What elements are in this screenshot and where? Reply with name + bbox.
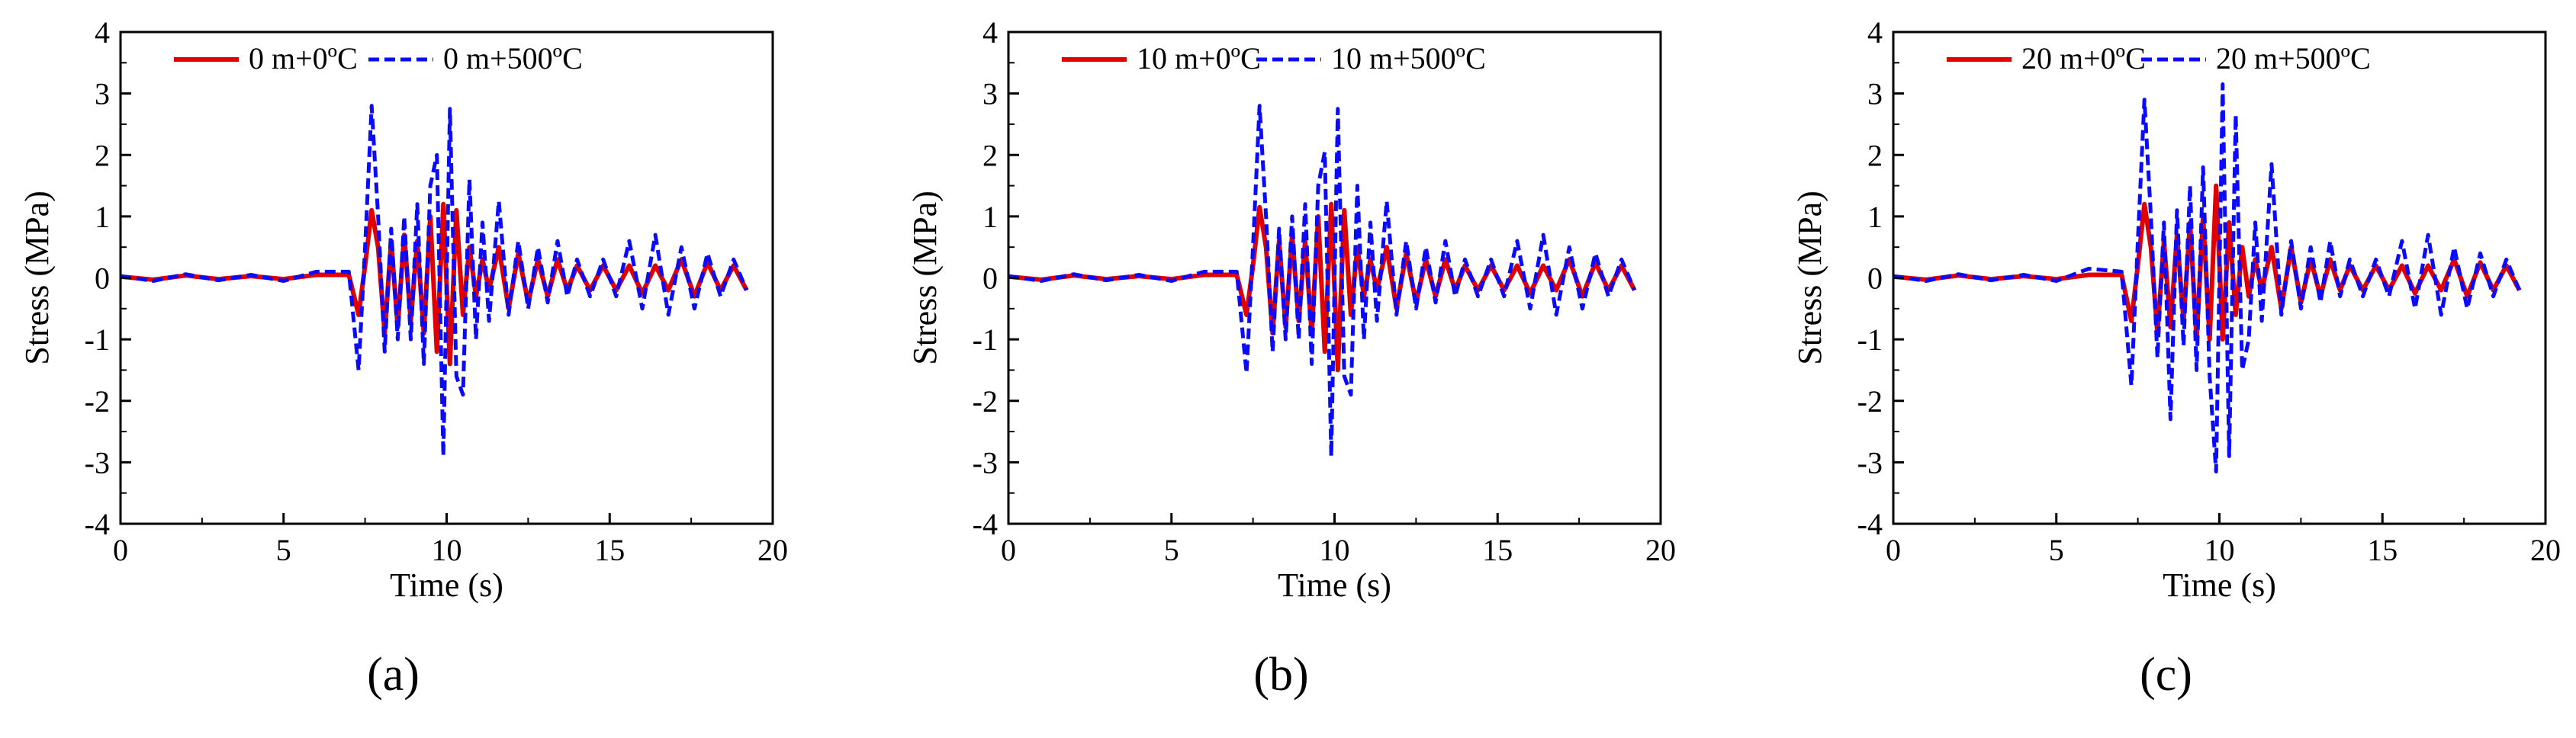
y-tick-label: -2: [973, 384, 998, 419]
legend-label-2: 0 m+500ºC: [443, 41, 583, 75]
y-tick-label: -1: [1857, 322, 1883, 357]
y-tick-label: -4: [973, 507, 998, 541]
y-tick-label: 1: [1867, 200, 1883, 234]
y-tick-label: 2: [982, 138, 998, 172]
x-tick-label: 5: [1164, 533, 1179, 567]
y-tick-label: -3: [85, 445, 110, 480]
y-tick-label: -2: [85, 384, 110, 419]
x-tick-label: 20: [757, 533, 788, 567]
panel-label: (a): [367, 649, 420, 701]
legend-label-1: 10 m+0ºC: [1137, 41, 1261, 75]
y-axis-title: Stress (MPa): [1791, 191, 1828, 365]
x-tick-label: 10: [432, 533, 462, 567]
y-tick-label: 2: [95, 138, 110, 172]
legend-label-1: 20 m+0ºC: [2021, 41, 2146, 75]
x-tick-label: 5: [276, 533, 291, 567]
x-tick-label: 20: [2530, 533, 2561, 567]
series-line-2: [1008, 104, 1637, 458]
x-tick-label: 0: [113, 533, 128, 567]
y-axis-title: Stress (MPa): [18, 191, 56, 365]
legend-label-1: 0 m+0ºC: [249, 41, 358, 75]
x-tick-label: 15: [594, 533, 625, 567]
series-line-2: [1893, 82, 2522, 473]
y-tick-label: 0: [95, 262, 110, 296]
x-axis-title: Time (s): [1278, 566, 1391, 604]
y-tick-label: 0: [1867, 262, 1883, 296]
x-tick-label: 15: [1482, 533, 1513, 567]
y-tick-label: 1: [982, 200, 998, 234]
series-line-1: [1008, 201, 1637, 373]
y-tick-label: -4: [1857, 507, 1883, 541]
panel-label: (b): [1253, 649, 1308, 701]
x-axis-title: Time (s): [2163, 566, 2276, 604]
legend-label-2: 10 m+500ºC: [1331, 41, 1486, 75]
x-tick-label: 15: [2367, 533, 2398, 567]
y-tick-label: -2: [1857, 384, 1883, 419]
y-tick-label: 4: [95, 15, 110, 50]
y-tick-label: 3: [982, 77, 998, 111]
x-tick-label: 0: [1886, 533, 1901, 567]
x-tick-label: 10: [1320, 533, 1350, 567]
y-tick-label: 1: [95, 200, 110, 234]
series-line-1: [121, 201, 749, 367]
panel-label: (c): [2140, 649, 2192, 701]
y-tick-label: 3: [1867, 77, 1883, 111]
x-tick-label: 0: [1001, 533, 1016, 567]
y-tick-label: -1: [85, 322, 110, 357]
y-tick-label: -3: [973, 445, 998, 480]
y-tick-label: 2: [1867, 138, 1883, 172]
x-tick-label: 10: [2205, 533, 2235, 567]
x-tick-label: 5: [2049, 533, 2064, 567]
y-axis-title: Stress (MPa): [906, 191, 944, 365]
series-line-2: [121, 104, 749, 458]
y-tick-label: 3: [95, 77, 110, 111]
x-tick-label: 20: [1645, 533, 1676, 567]
legend-label-2: 20 m+500ºC: [2216, 41, 2371, 75]
y-tick-label: 4: [982, 15, 998, 50]
y-tick-label: -3: [1857, 445, 1883, 480]
y-tick-label: 4: [1867, 15, 1883, 50]
y-tick-label: -4: [85, 507, 110, 541]
x-axis-title: Time (s): [390, 566, 503, 604]
y-tick-label: -1: [973, 322, 998, 357]
y-tick-label: 0: [982, 262, 998, 296]
